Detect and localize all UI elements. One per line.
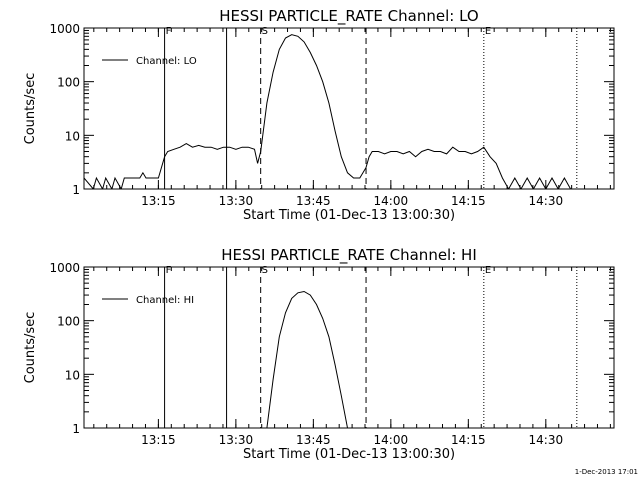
plot-frame	[83, 266, 615, 429]
y-tick-label: 1000	[49, 22, 80, 36]
x-tick-label: 13:30	[219, 194, 254, 208]
x-tick-label: 13:15	[141, 194, 176, 208]
marker-label: S	[262, 26, 268, 37]
legend-label: Channel: HI	[136, 295, 194, 306]
chart-title: HESSI PARTICLE_RATE Channel: LO	[219, 7, 478, 26]
y-axis-label: Counts/sec	[23, 312, 38, 384]
x-tick-label: 14:30	[529, 194, 564, 208]
y-tick-label: 100	[57, 76, 80, 90]
marker-label: E	[485, 265, 491, 276]
footer-timestamp: 1-Dec-2013 17:01	[575, 468, 638, 476]
y-tick-label: 10	[65, 368, 80, 382]
chart-lo-channel: HESSI PARTICLE_RATE Channel: LO 13:15 13:3…	[23, 7, 615, 223]
x-tick-label: 14:30	[529, 433, 564, 447]
legend-label: Channel: LO	[136, 56, 197, 67]
y-tick-label: 100	[57, 315, 80, 329]
marker-label: E	[485, 26, 491, 37]
chart-hi-channel: HESSI PARTICLE_RATE Channel: HI 13:15 13:3…	[23, 246, 615, 462]
x-tick-label: 14:00	[374, 433, 409, 447]
x-tick-label: 13:30	[219, 433, 254, 447]
x-tick-label: 14:00	[374, 194, 409, 208]
y-tick-label: 10	[65, 129, 80, 143]
y-tick-label: 1000	[49, 261, 80, 275]
x-tick-label: 14:15	[451, 194, 486, 208]
plot-frame	[83, 27, 615, 190]
x-tick-label: 13:15	[141, 433, 176, 447]
x-tick-label: 14:15	[451, 433, 486, 447]
x-axis-label: Start Time (01-Dec-13 13:00:30)	[243, 447, 455, 462]
x-axis-label: Start Time (01-Dec-13 13:00:30)	[243, 208, 455, 223]
marker-label: F	[166, 26, 172, 37]
x-tick-label: 13:45	[296, 433, 331, 447]
marker-label: F	[166, 265, 172, 276]
series-line	[266, 290, 348, 428]
series-line	[84, 34, 577, 189]
y-tick-label: 1	[72, 183, 80, 197]
y-axis-label: Counts/sec	[23, 73, 38, 145]
chart-title: HESSI PARTICLE_RATE Channel: HI	[221, 246, 477, 265]
x-tick-label: 13:45	[296, 194, 331, 208]
y-tick-label: 1	[72, 422, 80, 436]
marker-label: S	[262, 265, 268, 276]
